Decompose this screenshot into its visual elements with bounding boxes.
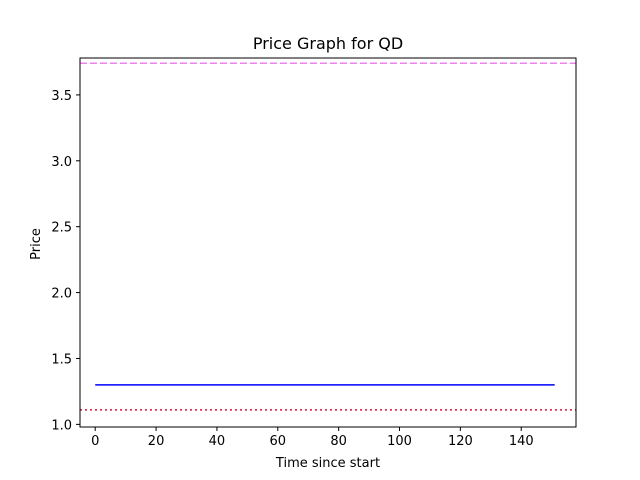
y-axis-label: Price [29, 228, 44, 260]
x-axis-label: Time since start [275, 456, 380, 471]
y-tick-label: 3.5 [51, 89, 72, 104]
y-tick-label: 1.5 [51, 352, 72, 367]
y-tick-label: 2.5 [51, 221, 72, 236]
x-tick-label: 100 [387, 434, 412, 449]
x-tick-label: 40 [209, 434, 226, 449]
y-tick-label: 2.0 [51, 287, 72, 302]
axis-ticks: 0 20 40 60 80 100 120 140 1.0 1.5 2.0 2.5 3.0 3.5 [51, 89, 533, 449]
x-tick-label: 80 [330, 434, 347, 449]
plot-marks [80, 62, 576, 411]
chart-title: Price Graph for QD [253, 34, 403, 53]
x-tick-label: 20 [148, 434, 165, 449]
x-tick-label: 0 [91, 434, 99, 449]
y-tick-label: 1.0 [51, 418, 72, 433]
x-tick-label: 60 [270, 434, 287, 449]
x-tick-label: 120 [448, 434, 473, 449]
x-tick-label: 140 [509, 434, 534, 449]
plot-frame [79, 57, 577, 428]
y-tick-label: 3.0 [51, 155, 72, 170]
